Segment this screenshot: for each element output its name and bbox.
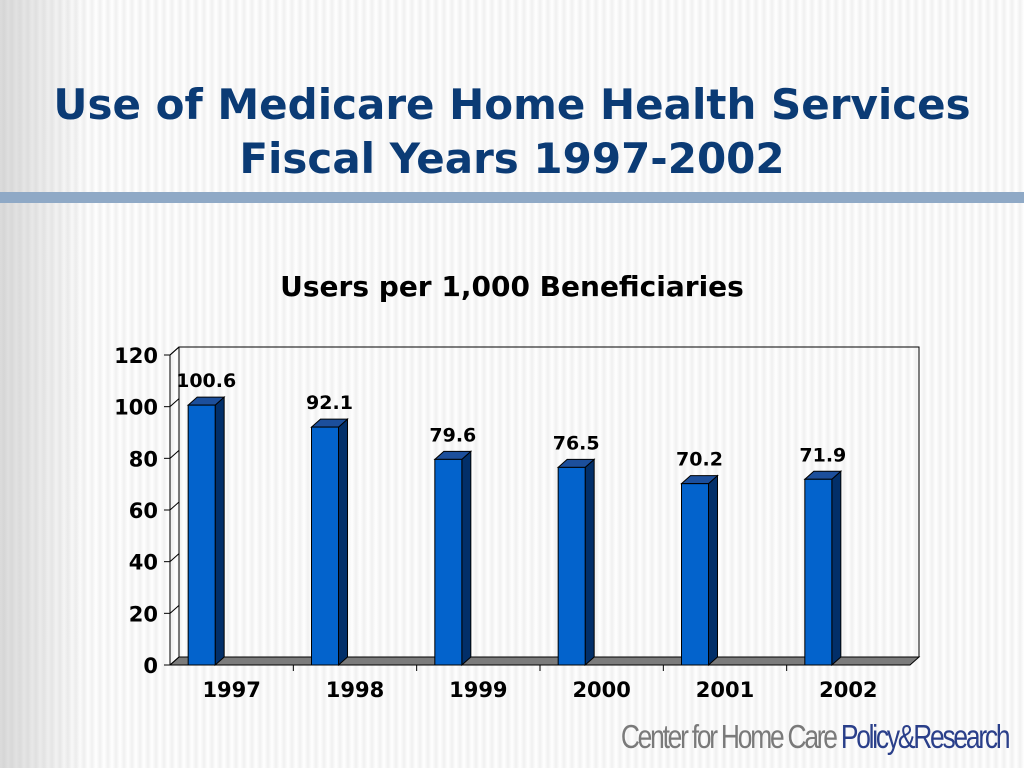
logo-text-main: Center for Home Care xyxy=(620,718,841,755)
title-line-2: Fiscal Years 1997-2002 xyxy=(239,134,785,183)
bar xyxy=(804,478,833,666)
bar-side-face xyxy=(584,458,595,667)
y-tick-label: 100 xyxy=(114,396,158,420)
bar-side-face xyxy=(338,417,348,667)
bar xyxy=(681,483,709,666)
y-tick-depth-line xyxy=(169,501,180,511)
x-tick-label: 2000 xyxy=(572,678,630,702)
bar-data-label: 70.2 xyxy=(676,449,723,471)
bar xyxy=(434,458,463,666)
y-tick-label: 40 xyxy=(129,551,158,575)
bar-data-label: 71.9 xyxy=(799,444,846,466)
bar xyxy=(311,426,339,666)
bar-side-face xyxy=(708,474,718,667)
bar-data-label: 79.6 xyxy=(429,424,476,446)
bar xyxy=(187,404,216,666)
x-tick-label: 2002 xyxy=(819,678,877,702)
y-tick-label: 60 xyxy=(129,499,158,523)
y-tick-depth-line xyxy=(169,553,180,563)
bar-data-label: 92.1 xyxy=(306,392,353,414)
y-tick-label: 20 xyxy=(129,602,158,626)
x-tick-label: 1999 xyxy=(449,678,507,702)
y-tick-depth-line xyxy=(169,604,180,614)
x-tick-label: 2001 xyxy=(696,678,754,702)
bar-side-face xyxy=(831,470,842,667)
bar xyxy=(557,466,586,666)
bar-data-label: 76.5 xyxy=(553,432,600,454)
chart-title: Users per 1,000 Beneficiaries xyxy=(280,270,744,303)
y-tick-depth-line xyxy=(169,449,180,459)
title-line-1: Use of Medicare Home Health Services xyxy=(53,80,971,129)
y-tick-label: 80 xyxy=(129,447,158,471)
y-tick-label: 120 xyxy=(114,344,158,368)
bar-side-face xyxy=(214,396,225,667)
logo-text-accent: Policy&Research xyxy=(840,718,1011,755)
x-tick-label: 1998 xyxy=(326,678,384,702)
y-tick-depth-line xyxy=(169,346,180,356)
title-divider xyxy=(0,192,1024,203)
bar-data-label: 100.6 xyxy=(176,370,236,392)
x-tick-label: 1997 xyxy=(202,678,260,702)
y-tick-label: 0 xyxy=(143,654,158,678)
bar-side-face xyxy=(461,450,472,667)
organization-logo: Center for Home Care Policy&Research xyxy=(620,718,1011,756)
slide-title: Use of Medicare Home Health Services Fis… xyxy=(0,78,1024,186)
y-tick-depth-line xyxy=(169,656,180,666)
y-tick-depth-line xyxy=(169,398,180,408)
